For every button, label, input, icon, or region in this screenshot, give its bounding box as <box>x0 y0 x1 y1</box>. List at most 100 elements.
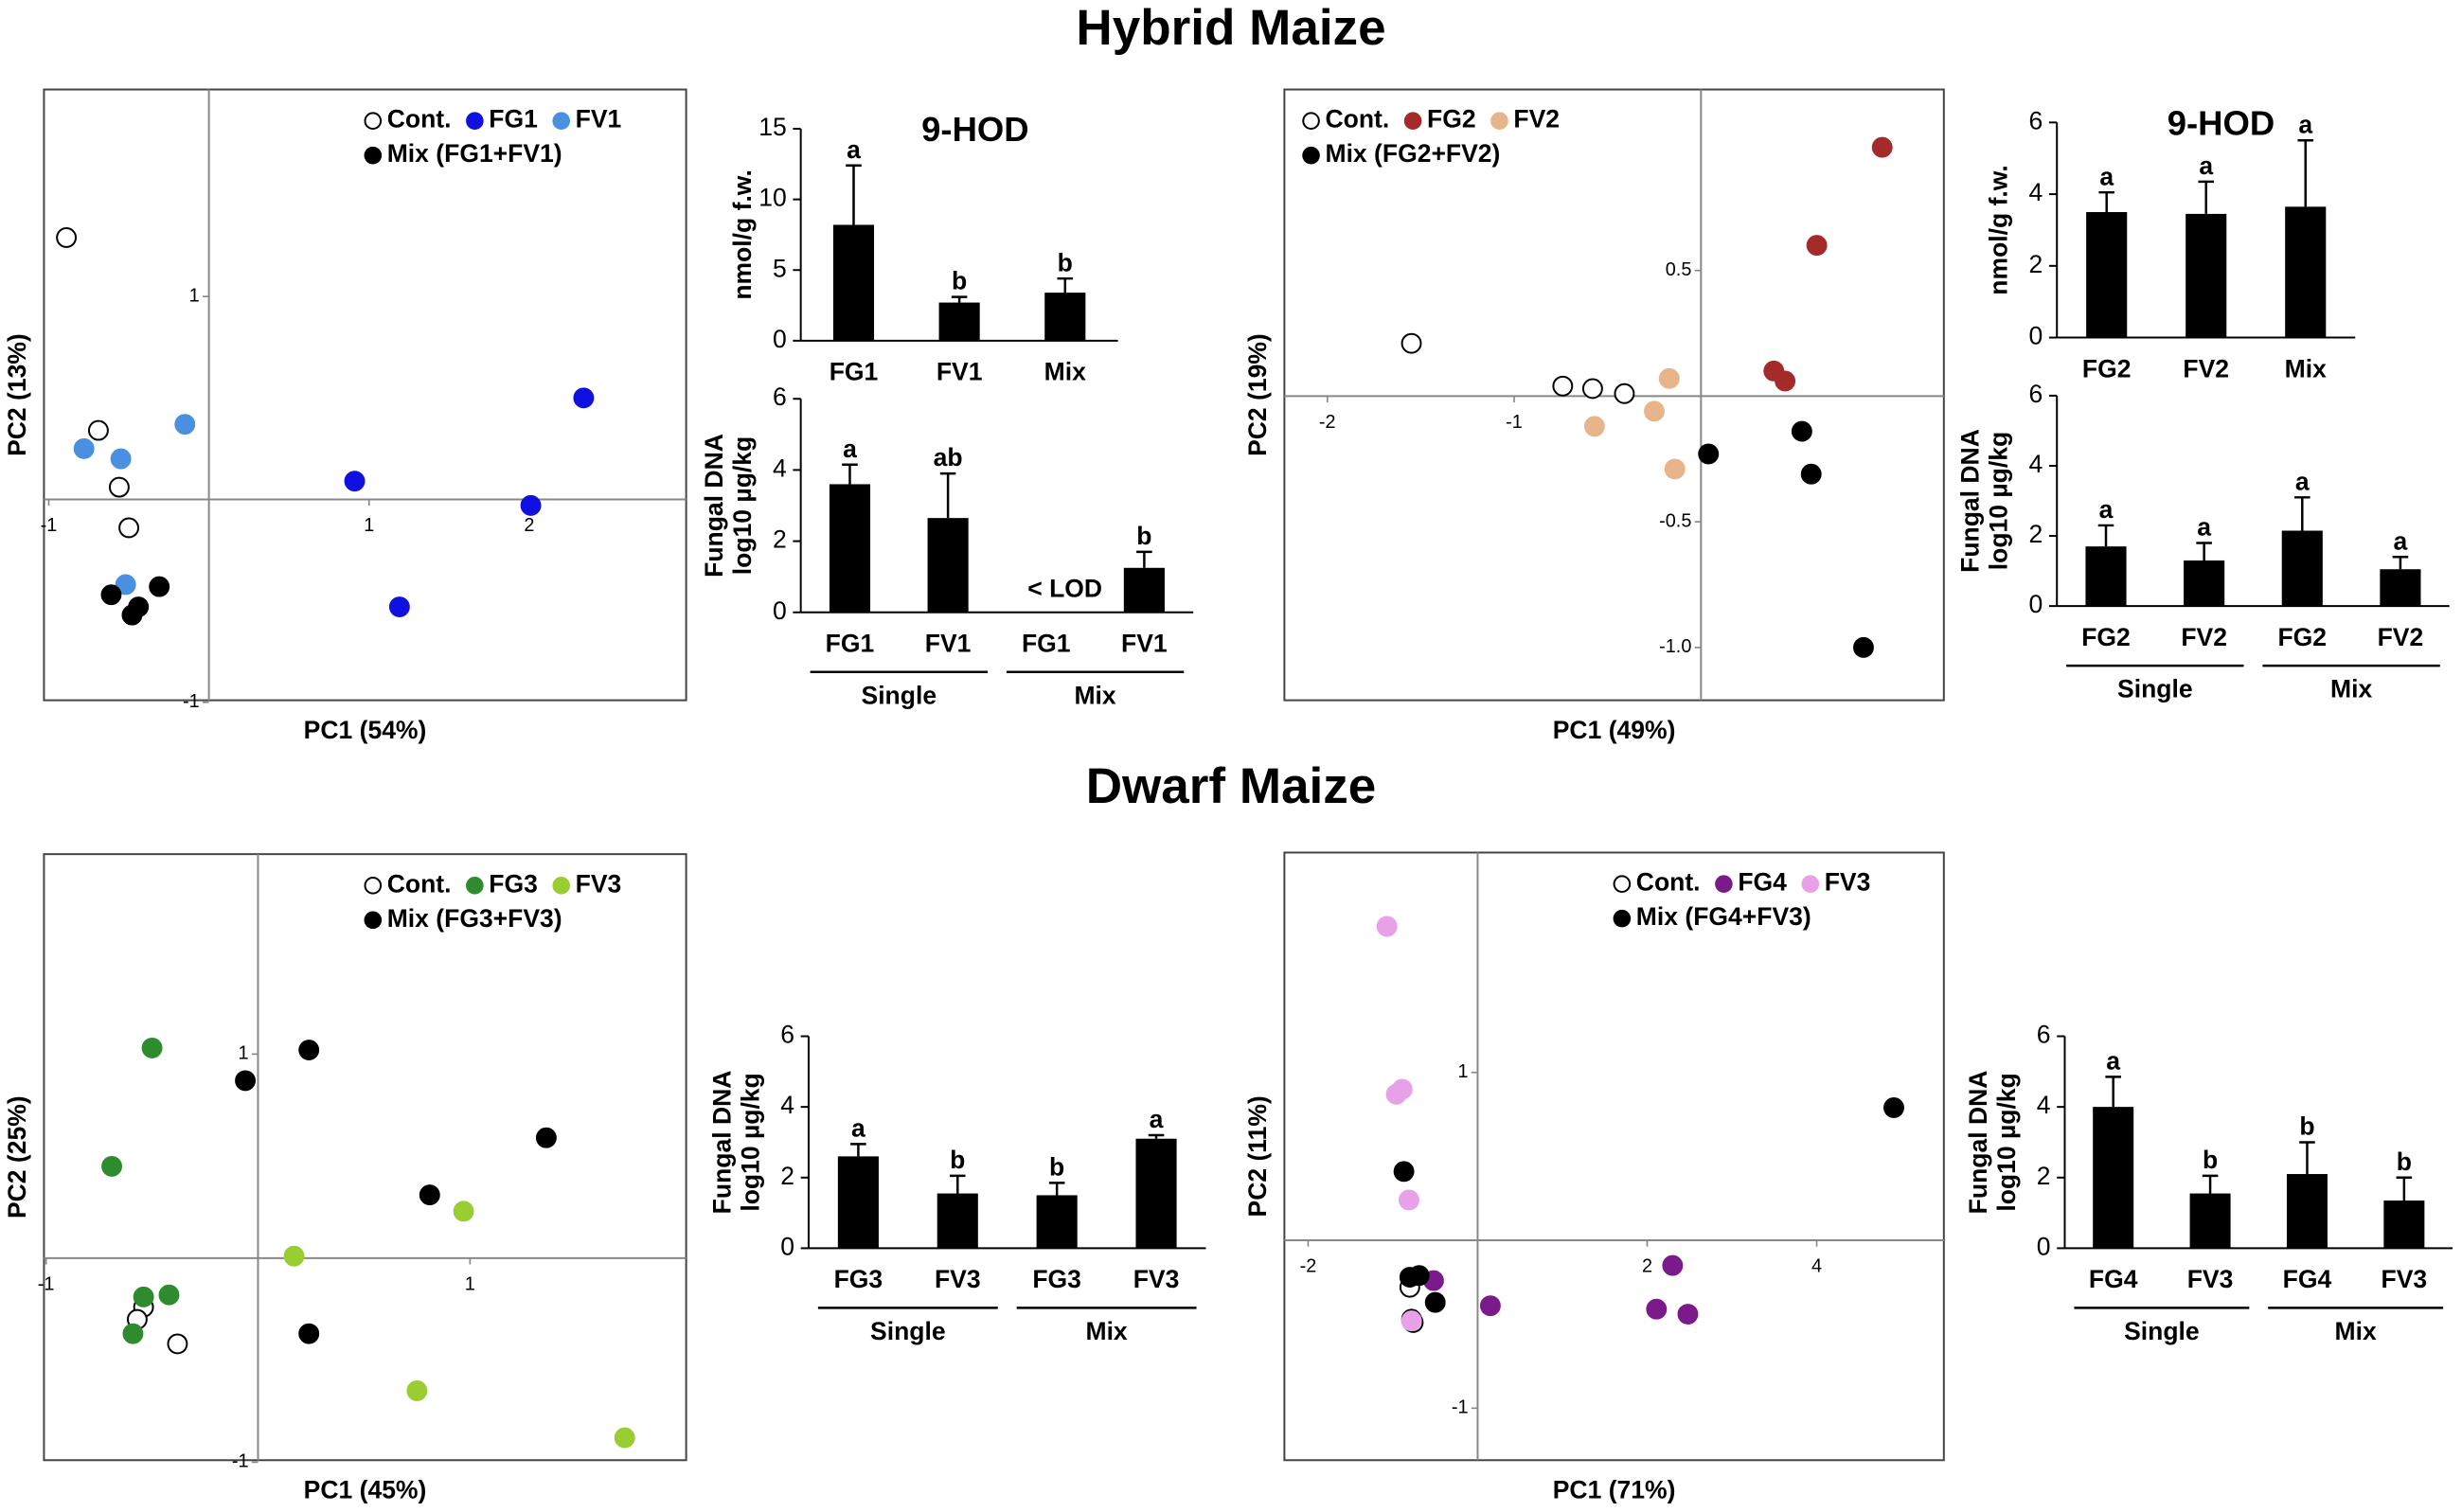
y-tick-label: 6 <box>2029 106 2043 134</box>
point <box>535 1127 557 1148</box>
legend-marker <box>1715 875 1733 893</box>
x-tick-label: 2 <box>524 515 534 536</box>
bar <box>2383 1201 2425 1249</box>
y-tick-label: 4 <box>780 1091 794 1119</box>
point <box>283 1245 305 1267</box>
legend-marker <box>364 112 383 130</box>
group-label: Mix <box>2330 675 2372 703</box>
y-axis-label: PC2 (13%) <box>3 333 31 456</box>
bar <box>1036 1195 1078 1249</box>
chart-title: 9-HOD <box>921 110 1028 149</box>
point <box>56 227 78 248</box>
y-tick-label: 0 <box>2029 322 2043 350</box>
x-tick-label: FG4 <box>2089 1265 2138 1293</box>
significance-letter: b <box>1049 1152 1064 1181</box>
point <box>1581 378 1603 400</box>
y-tick-label: 4 <box>773 454 787 482</box>
legend-label: Cont. <box>1636 868 1701 897</box>
legend-label: Mix (FG3+FV3) <box>387 904 562 933</box>
group-label: Single <box>862 681 937 709</box>
point <box>133 1286 154 1307</box>
y-tick-label: -1.0 <box>1659 636 1691 657</box>
point <box>1393 1161 1415 1183</box>
point <box>1775 370 1796 392</box>
bar <box>2185 213 2227 338</box>
y-tick-label: 15 <box>758 113 786 141</box>
point <box>1658 367 1680 389</box>
plot-frame <box>1283 851 1945 1462</box>
point <box>1644 400 1665 422</box>
bar <box>2085 546 2127 607</box>
significance-letter: a <box>1150 1105 1164 1133</box>
bar <box>938 302 980 341</box>
significance-letter: b <box>1136 522 1151 550</box>
group-label: Single <box>2117 675 2193 703</box>
x-axis-label: PC1 (45%) <box>304 1475 427 1503</box>
point <box>453 1201 474 1222</box>
y-axis-label: nmol/g f.w. <box>1985 165 2013 294</box>
x-axis-label: PC1 (49%) <box>1553 716 1676 744</box>
legend-label: Mix (FG2+FV2) <box>1325 139 1500 168</box>
y-tick-label: 2 <box>2037 1162 2051 1190</box>
bar <box>2285 206 2327 338</box>
point <box>1552 375 1574 397</box>
bar <box>832 224 875 341</box>
point <box>1400 332 1422 354</box>
legend-label: FV1 <box>576 105 622 133</box>
significance-letter: a <box>2199 151 2213 180</box>
annotation: < LOD <box>1027 575 1102 603</box>
x-tick-label: Mix <box>2285 354 2327 382</box>
group-label: Single <box>870 1317 946 1345</box>
x-tick-label: FV2 <box>2183 354 2229 382</box>
significance-letter: a <box>843 435 857 463</box>
significance-letter: a <box>2099 495 2114 524</box>
y-tick-label: 0 <box>2037 1232 2051 1260</box>
y-tick-label: -0.5 <box>1659 510 1691 531</box>
x-tick-label: 2 <box>1642 1255 1652 1276</box>
x-tick-label: FG2 <box>2081 623 2131 651</box>
y-tick-label: 0.5 <box>1666 259 1692 280</box>
point <box>298 1040 320 1061</box>
legend-marker <box>466 877 484 895</box>
legend-label: Cont. <box>387 105 452 133</box>
point <box>235 1070 257 1092</box>
significance-letter: a <box>2197 513 2211 542</box>
significance-letter: a <box>2394 526 2408 555</box>
point <box>174 414 196 436</box>
x-tick-label: -1 <box>1506 412 1523 433</box>
point <box>298 1323 320 1344</box>
y-axis-label: log10 µg/kg <box>1992 1073 2021 1211</box>
plot-frame <box>43 88 687 702</box>
y-tick-label: -1 <box>232 1451 249 1472</box>
point <box>1677 1304 1699 1325</box>
point <box>149 576 170 597</box>
legend-label: Mix (FG4+FV3) <box>1636 902 1811 931</box>
y-tick-label: 1 <box>1457 1061 1468 1082</box>
legend-marker <box>552 877 571 895</box>
point <box>520 494 542 516</box>
significance-letter: a <box>2106 1047 2120 1076</box>
legend-label: Cont. <box>387 869 452 898</box>
x-tick-label: -1 <box>41 515 58 536</box>
x-tick-label: 4 <box>1811 1255 1822 1276</box>
point <box>141 1037 163 1058</box>
bar <box>937 1193 978 1249</box>
point <box>1871 136 1893 158</box>
y-tick-label: 4 <box>2029 450 2043 478</box>
y-axis-label: Fungal DNA <box>700 434 728 578</box>
significance-letter: a <box>2295 467 2310 495</box>
point <box>101 1155 122 1177</box>
y-axis-label: log10 µg/kg <box>736 1073 764 1211</box>
significance-letter: b <box>2299 1112 2314 1141</box>
point <box>1806 235 1828 257</box>
y-tick-label: 6 <box>2037 1021 2051 1049</box>
y-axis-label: Fungal DNA <box>1956 429 1985 573</box>
bar <box>2380 569 2421 607</box>
significance-letter: b <box>952 267 967 295</box>
group-label: Mix <box>1074 681 1115 709</box>
legend-marker <box>466 112 484 130</box>
y-tick-label: 0 <box>773 596 787 625</box>
x-tick-label: FG2 <box>2277 623 2327 651</box>
point <box>1698 443 1720 465</box>
y-tick-label: 0 <box>780 1232 794 1260</box>
